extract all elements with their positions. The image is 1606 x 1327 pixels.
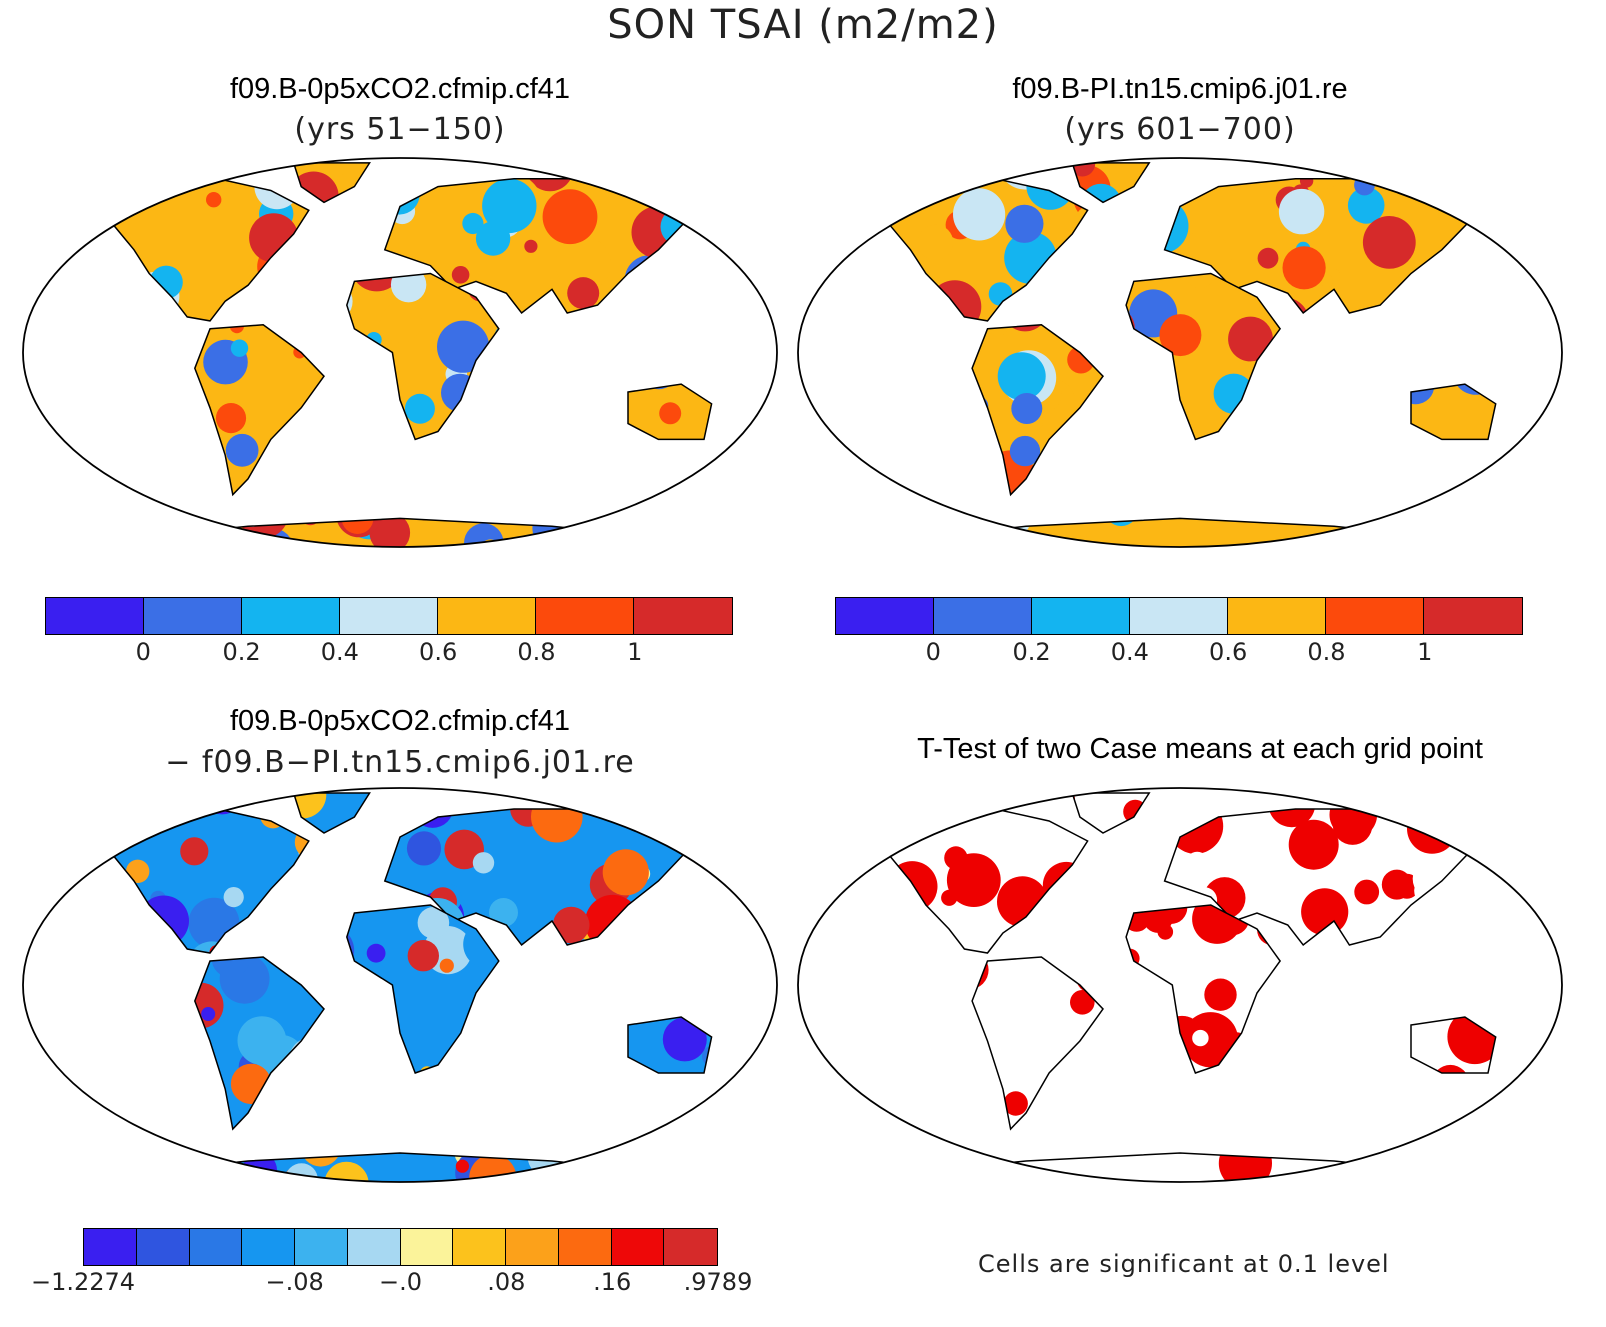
colorbar-tick-label: 1: [1417, 638, 1433, 666]
colorbar-swatch: [84, 1229, 137, 1265]
colorbar-swatch: [634, 598, 732, 634]
colorbar-swatch: [453, 1229, 506, 1265]
colorbar-tick-label: 0.8: [517, 638, 556, 666]
colorbar-tick-label: 0.4: [320, 638, 359, 666]
colorbar-top-left: [45, 597, 733, 635]
colorbar-swatch: [1130, 598, 1228, 634]
colorbar-bottom-left: [83, 1228, 718, 1266]
significance-note: Cells are significant at 0.1 level: [978, 1250, 1390, 1278]
panel-subtitle-bottom-left: − f09.B−PI.tn15.cmip6.j01.re: [165, 745, 635, 780]
colorbar-swatch: [1326, 598, 1424, 634]
map-top-right: [797, 157, 1563, 548]
colorbar-swatch: [1228, 598, 1326, 634]
colorbar-tick-label: 0.2: [1012, 638, 1051, 666]
colorbar-swatch: [611, 1229, 665, 1265]
colorbar-swatch: [438, 598, 536, 634]
colorbar-swatch: [934, 598, 1032, 634]
colorbar-swatch: [189, 1229, 243, 1265]
colorbar-tick-label: 0.6: [1209, 638, 1248, 666]
colorbar-tick-label: 0.8: [1307, 638, 1346, 666]
colorbar-tick-label: .16: [593, 1268, 632, 1296]
figure-title: SON TSAI (m2/m2): [607, 2, 999, 48]
panel-title-bottom-left: f09.B-0p5xCO2.cfmip.cf41: [229, 705, 571, 737]
map-top-left: [22, 157, 778, 548]
colorbar-swatch: [136, 1229, 190, 1265]
colorbar-swatch: [536, 598, 634, 634]
colorbar-top-left-ticks: 0 0.2 0.4 0.6 0.8 1: [45, 638, 733, 670]
colorbar-swatch: [400, 1229, 454, 1265]
colorbar-top-right-ticks: 0 0.2 0.4 0.6 0.8 1: [835, 638, 1523, 670]
colorbar-top-right: [835, 597, 1523, 635]
panel-subtitle-top-left: (yrs 51−150): [294, 112, 506, 147]
colorbar-tick-label: −.0: [378, 1268, 423, 1296]
colorbar-tick-label: 0.2: [222, 638, 261, 666]
colorbar-swatch: [295, 1229, 348, 1265]
colorbar-swatch: [242, 1229, 295, 1265]
colorbar-swatch: [1032, 598, 1130, 634]
colorbar-tick-label: .08: [487, 1268, 526, 1296]
colorbar-swatch: [506, 1229, 559, 1265]
colorbar-bottom-left-ticks: −1.2274 −.08 −.0 .08 .16 .9789: [31, 1268, 752, 1300]
colorbar-tick-label: .9789: [683, 1268, 753, 1296]
colorbar-tick-label: −1.2274: [30, 1268, 136, 1296]
colorbar-tick-label: 1: [627, 638, 643, 666]
map-bottom-right: [797, 787, 1563, 1183]
colorbar-tick-label: 0.4: [1110, 638, 1149, 666]
colorbar-tick-label: 0: [925, 638, 941, 666]
panel-title-bottom-right: T-Test of two Case means at each grid po…: [917, 733, 1483, 765]
colorbar-swatch: [558, 1229, 612, 1265]
colorbar-swatch: [144, 598, 242, 634]
colorbar-swatch: [242, 598, 340, 634]
colorbar-swatch: [836, 598, 934, 634]
colorbar-tick-label: −.08: [265, 1268, 324, 1296]
colorbar-swatch: [1424, 598, 1522, 634]
colorbar-swatch: [347, 1229, 401, 1265]
panel-subtitle-top-right: (yrs 601−700): [1064, 112, 1296, 147]
panel-title-top-right: f09.B-PI.tn15.cmip6.j01.re: [1012, 73, 1348, 105]
colorbar-swatch: [46, 598, 144, 634]
colorbar-swatch: [664, 1229, 717, 1265]
colorbar-swatch: [340, 598, 438, 634]
panel-title-top-left: f09.B-0p5xCO2.cfmip.cf41: [229, 73, 571, 105]
map-bottom-left: [22, 787, 778, 1183]
colorbar-tick-label: 0.6: [419, 638, 458, 666]
colorbar-tick-label: 0: [135, 638, 151, 666]
